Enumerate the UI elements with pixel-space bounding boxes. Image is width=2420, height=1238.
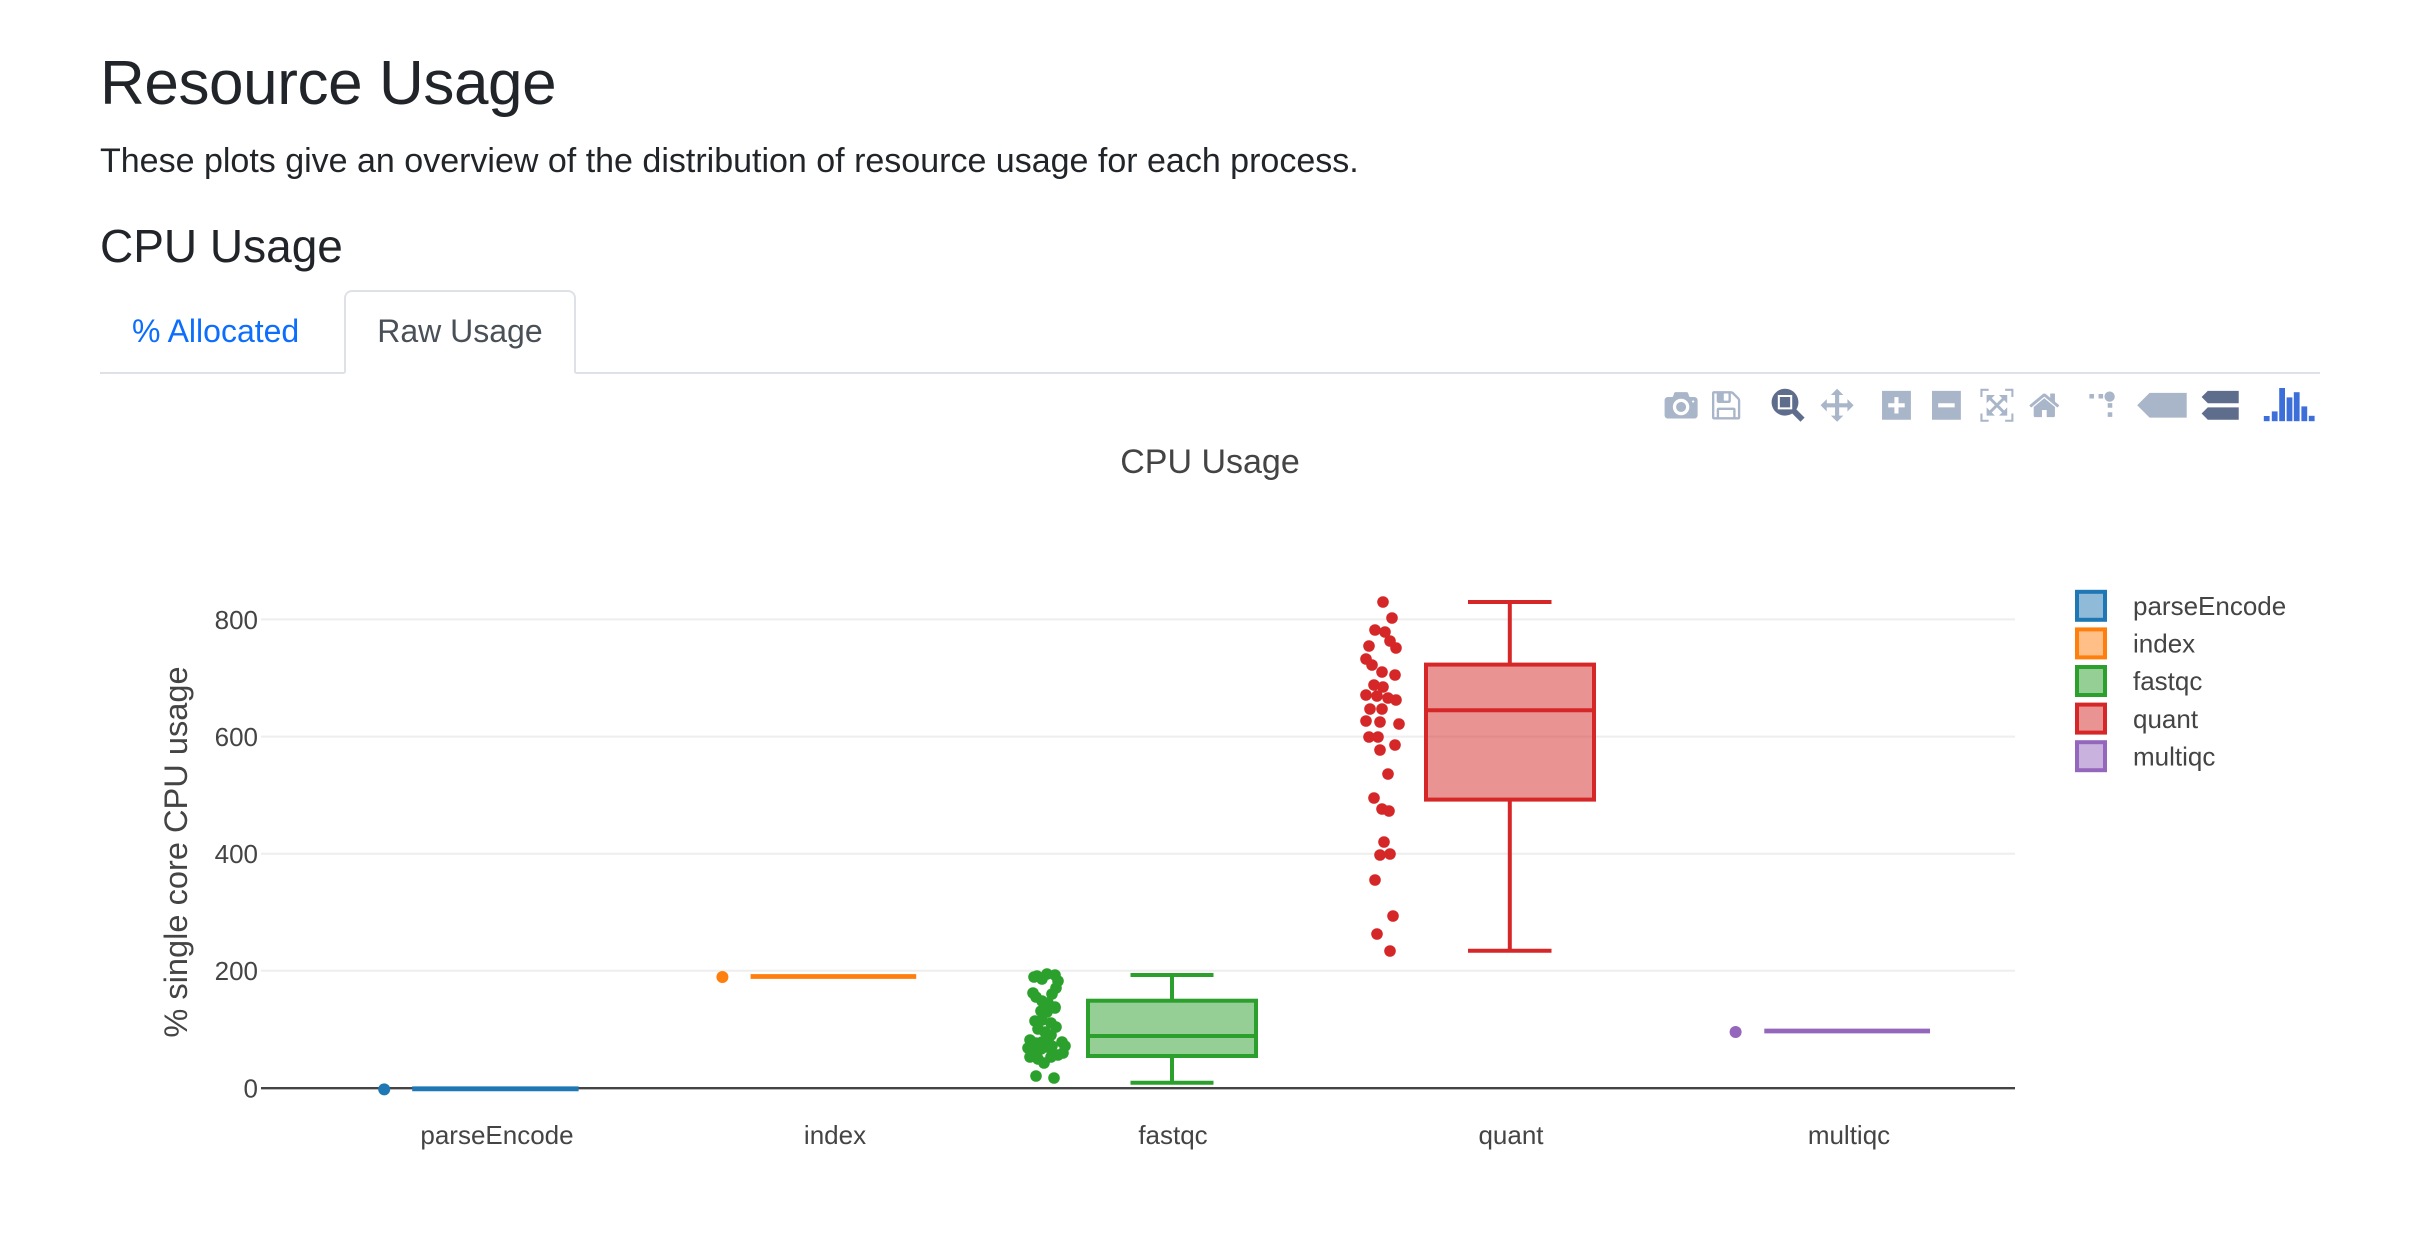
svg-text:parseEncode: parseEncode <box>420 1120 573 1150</box>
svg-text:multiqc: multiqc <box>1808 1120 1890 1150</box>
svg-text:multiqc: multiqc <box>2133 741 2215 771</box>
svg-text:0: 0 <box>244 1074 258 1104</box>
svg-text:CPU Usage: CPU Usage <box>1120 443 1300 481</box>
svg-text:400: 400 <box>215 839 258 869</box>
svg-text:index: index <box>804 1120 866 1150</box>
svg-text:600: 600 <box>215 722 258 752</box>
svg-text:index: index <box>2133 629 2195 659</box>
svg-text:fastqc: fastqc <box>1138 1120 1207 1150</box>
svg-text:fastqc: fastqc <box>2133 666 2202 696</box>
svg-text:quant: quant <box>1478 1120 1544 1150</box>
svg-text:% single core CPU usage: % single core CPU usage <box>157 666 194 1037</box>
svg-text:quant: quant <box>2133 704 2199 734</box>
svg-text:parseEncode: parseEncode <box>2133 591 2286 621</box>
svg-text:800: 800 <box>215 605 258 635</box>
svg-text:200: 200 <box>215 956 258 986</box>
